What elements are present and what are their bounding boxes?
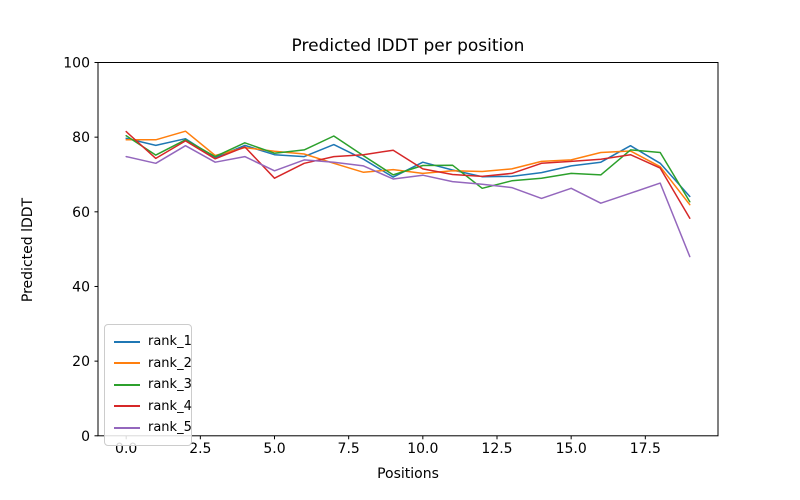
legend-line-icon (114, 340, 140, 343)
y-tick-label: 100 (63, 56, 90, 72)
legend-line-icon (114, 362, 140, 365)
x-tick-label: 15.0 (556, 441, 587, 457)
legend-label: rank_1 (148, 334, 192, 350)
y-tick-label: 20 (72, 354, 90, 370)
legend: rank_1 rank_2 rank_3 rank_4 rank_5 (104, 324, 192, 446)
x-axis-label: Positions (377, 466, 439, 482)
legend-line-icon (114, 405, 140, 408)
series-line-rank_3 (125, 134, 691, 203)
legend-item-rank_2: rank_2 (114, 353, 192, 375)
x-tick-label: 12.5 (481, 441, 512, 457)
legend-line-icon (114, 383, 140, 386)
legend-item-rank_5: rank_5 (114, 417, 192, 439)
legend-item-rank_1: rank_1 (114, 331, 192, 353)
x-tick-label: 7.5 (338, 441, 360, 457)
y-tick-label: 60 (72, 205, 90, 221)
legend-label: rank_5 (148, 420, 192, 436)
series-line-rank_5 (125, 144, 691, 258)
x-tick-label: 2.5 (189, 441, 211, 457)
series-line-rank_4 (125, 130, 691, 219)
series-line-rank_1 (125, 137, 691, 198)
series-line-rank_2 (125, 130, 691, 206)
y-tick-label: 40 (72, 279, 90, 295)
legend-item-rank_3: rank_3 (114, 374, 192, 396)
x-tick-label: 5.0 (263, 441, 285, 457)
legend-label: rank_3 (148, 377, 192, 393)
y-tick-label: 0 (81, 429, 90, 445)
chart-title: Predicted lDDT per position (291, 36, 525, 56)
y-axis-label: Predicted lDDT (20, 197, 36, 303)
x-tick-label: 17.5 (630, 441, 661, 457)
legend-line-icon (114, 426, 140, 429)
legend-label: rank_2 (148, 355, 192, 371)
legend-item-rank_4: rank_4 (114, 396, 192, 418)
x-tick-label: 10.0 (407, 441, 438, 457)
axes-spines (97, 62, 719, 437)
y-tick-label: 80 (72, 130, 90, 146)
legend-label: rank_4 (148, 398, 192, 414)
